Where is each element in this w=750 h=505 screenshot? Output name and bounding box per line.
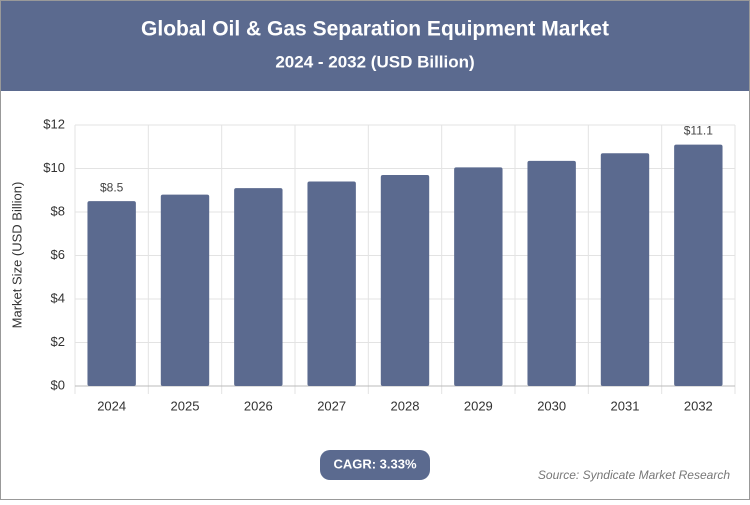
bar (454, 167, 503, 386)
x-tick-label: 2028 (391, 398, 420, 413)
x-tick-label: 2029 (464, 398, 493, 413)
x-tick-label: 2030 (537, 398, 566, 413)
cagr-text: CAGR: 3.33% (333, 456, 417, 471)
y-tick-label: $8 (51, 203, 65, 218)
y-axis-title: Market Size (USD Billion) (9, 182, 24, 329)
y-tick-label: $2 (51, 334, 65, 349)
source: Source: Syndicate Market Research (538, 468, 730, 482)
y-tick-label: $6 (51, 247, 65, 262)
value-label: $8.5 (100, 180, 124, 194)
x-tick-label: 2027 (317, 398, 346, 413)
chart-title: Global Oil & Gas Separation Equipment Ma… (141, 18, 609, 41)
bar (307, 181, 356, 386)
value-label: $11.1 (684, 124, 713, 138)
bar (234, 188, 283, 386)
header (1, 1, 749, 91)
y-tick-label: $0 (51, 377, 65, 392)
x-tick-label: 2025 (171, 398, 200, 413)
bar (380, 175, 430, 386)
bar (527, 160, 576, 386)
x-tick-label: 2026 (244, 398, 273, 413)
x-tick-label: 2024 (97, 398, 126, 413)
chart-subtitle: 2024 - 2032 (USD Billion) (275, 52, 474, 71)
y-tick-label: $12 (43, 116, 65, 131)
y-tick-label: $10 (43, 160, 65, 175)
bar (160, 194, 210, 386)
bar (87, 201, 136, 386)
bar (674, 144, 723, 386)
x-tick-label: 2032 (684, 398, 713, 413)
bar (600, 153, 650, 386)
cagr-badge (320, 450, 430, 480)
y-tick-label: $4 (51, 290, 65, 305)
x-tick-label: 2031 (611, 398, 640, 413)
